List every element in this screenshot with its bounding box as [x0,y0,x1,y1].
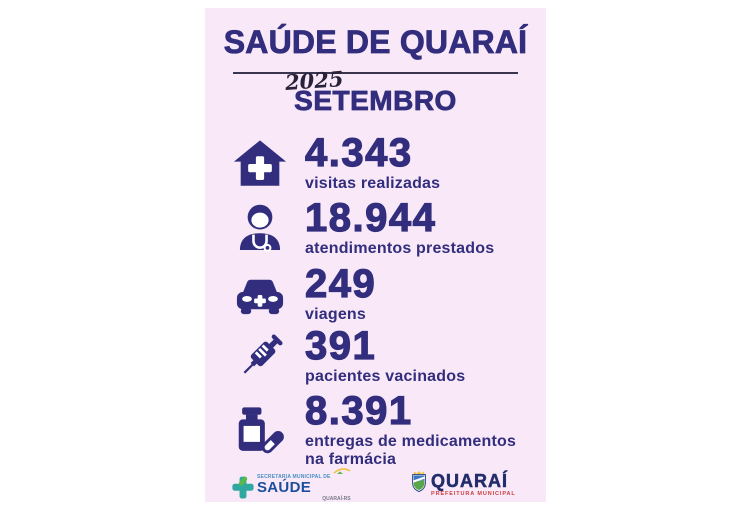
saude-logo-region: QUARAÍ-RS [322,496,351,502]
saude-swoosh-icon [333,462,351,480]
stat-value: 18.944 [304,196,437,240]
quarai-logo-subtitle: PREFEITURA MUNICIPAL [431,490,516,497]
stat-label: viagens [305,306,366,323]
saude-logo: SECRETARIA MUNICIPAL DE SAÚDE QUARAÍ-RS [231,468,351,507]
stat-label: atendimentos prestados [305,240,495,257]
stat-row-atendimentos: 18.944 atendimentos prestados [227,196,495,258]
poster-title: SAÚDE DE QUARAÍ [223,24,528,61]
stat-value: 8.391 [304,389,413,433]
stat-row-medicamentos: 8.391 entregas de medicamentos na farmác… [227,389,525,470]
stat-row-vacinados: 391 pacientes vacinados [227,324,466,386]
health-house-icon [227,135,293,193]
footer-logos: SECRETARIA MUNICIPAL DE SAÚDE QUARAÍ-RS [205,464,546,506]
saude-logo-name: SAÚDE [257,479,312,496]
stat-value: 4.343 [304,131,413,175]
stat-row-visitas: 4.343 visitas realizadas [227,131,441,193]
medicine-bottle-icon [227,402,293,460]
health-report-poster: SAÚDE DE QUARAÍ 2025 SETEMBRO 4.343 visi… [205,8,546,502]
doctor-icon [227,200,293,258]
month-heading: SETEMBRO [294,85,457,117]
quarai-shield-icon [411,470,427,498]
stat-label: visitas realizadas [305,175,441,192]
stat-label: pacientes vacinados [305,368,466,385]
title-divider [233,72,518,74]
stat-row-viagens: 249 viagens [227,262,377,324]
medical-car-icon [227,268,293,322]
saude-logo-top-text: SECRETARIA MUNICIPAL DE [257,474,331,480]
saude-cross-icon [231,472,255,507]
stat-label: entregas de medicamentos na farmácia [305,433,517,469]
stat-value: 391 [304,324,377,368]
syringe-icon [227,328,293,386]
quarai-logo: QUARAÍ PREFEITURA MUNICIPAL [411,470,516,498]
stat-value: 249 [304,262,377,306]
quarai-logo-name: QUARAÍ [431,470,508,491]
